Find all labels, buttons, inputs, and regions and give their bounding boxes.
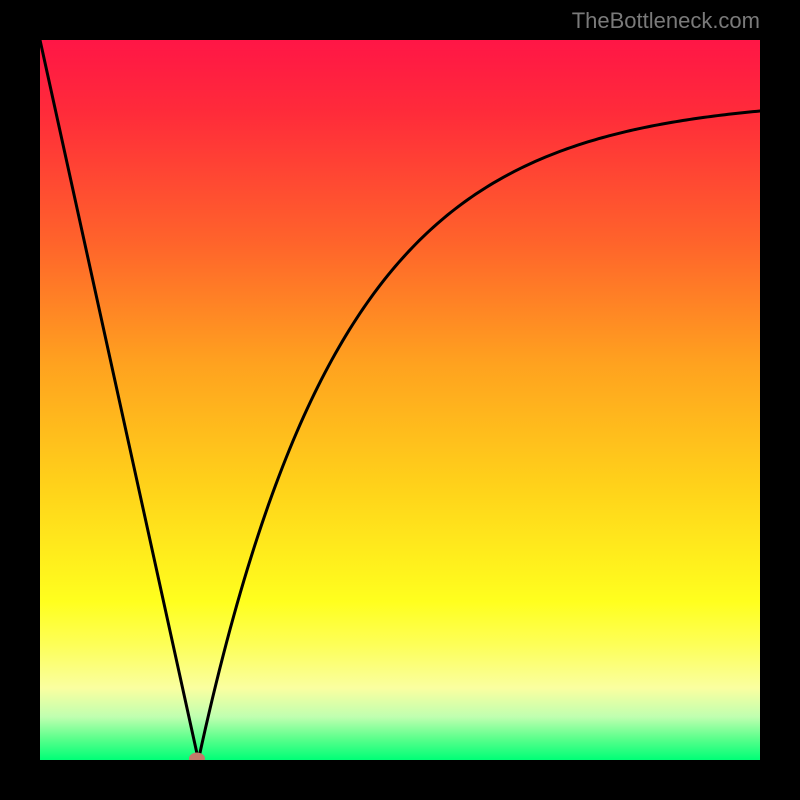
chart-background-gradient — [40, 40, 760, 760]
chart-svg — [40, 40, 760, 760]
chart-root: TheBottleneck.com — [0, 0, 800, 800]
watermark-text: TheBottleneck.com — [572, 8, 760, 34]
chart-plot-area — [40, 40, 760, 760]
